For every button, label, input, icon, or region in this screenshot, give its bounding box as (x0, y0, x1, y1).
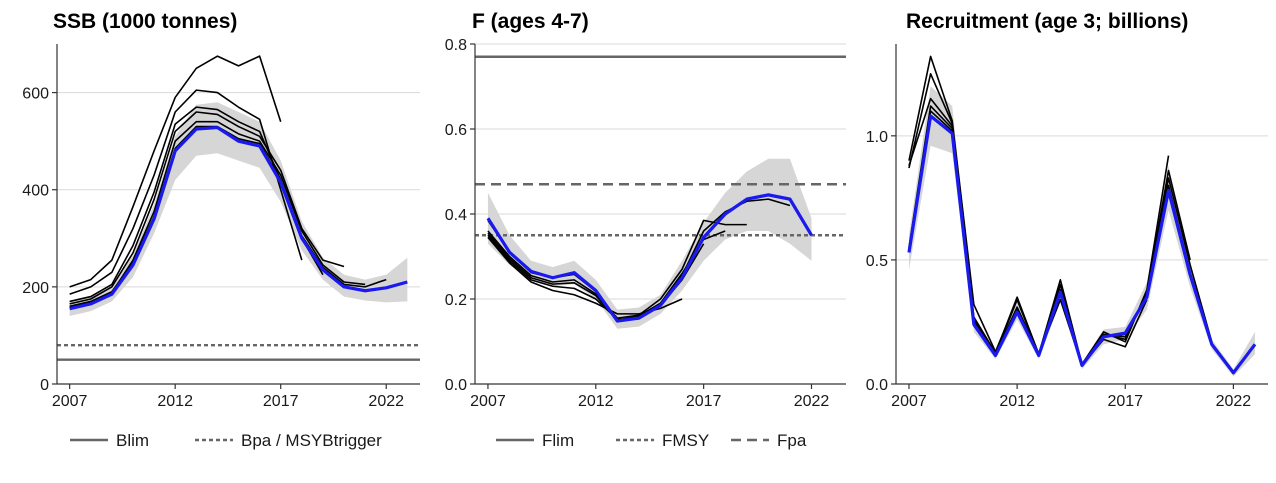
legend-label: FMSY (662, 431, 709, 450)
retrospective-line (487, 219, 747, 319)
y-tick-label: 0.0 (866, 377, 888, 394)
chart-title: Recruitment (age 3; billions) (906, 10, 1188, 33)
legend-label: Blim (116, 431, 149, 450)
legend-label: Flim (542, 431, 574, 450)
legend-1: Blim Bpa / MSYBtrigger (70, 431, 382, 450)
y-tick-label: 0.8 (445, 37, 467, 54)
x-tick-label: 2007 (470, 393, 506, 410)
current-assessment-line (907, 114, 1257, 375)
x-tick-label: 2022 (794, 393, 830, 410)
current-assessment-line (69, 125, 408, 311)
y-tick-label: 0.0 (445, 377, 467, 394)
y-tick-label: 200 (22, 280, 49, 297)
confidence-band (487, 158, 812, 329)
legend-2: Flim FMSY Fpa (496, 431, 807, 450)
y-tick-label: 600 (22, 86, 49, 103)
x-tick-label: 2022 (368, 393, 404, 410)
chart-panel-2: F (ages 4-7) 0.0 0.2 0.4 0.6 0.8 2007 2012 2017 2… (445, 10, 846, 410)
confidence-band (69, 102, 408, 316)
retrospective-line (69, 111, 345, 305)
chart-title: F (ages 4-7) (472, 10, 589, 33)
x-tick-label: 2022 (1216, 393, 1252, 410)
confidence-band (908, 86, 1256, 377)
current-assessment-line (486, 193, 813, 323)
y-tick-label: 0 (40, 377, 49, 394)
y-tick-label: 0.2 (445, 292, 467, 309)
x-tick-label: 2007 (52, 393, 88, 410)
x-tick-label: 2012 (578, 393, 614, 410)
chart-panel-3: Recruitment (age 3; billions) 0.0 0.5 1.0 20… (866, 10, 1268, 410)
retrospective-line (69, 89, 303, 295)
y-tick-label: 1.0 (866, 129, 888, 146)
x-tick-label: 2007 (891, 393, 927, 410)
y-tick-label: 0.5 (866, 253, 888, 270)
retrospective-line (69, 55, 282, 288)
retrospective-line (908, 55, 1148, 367)
legend-label: Bpa / MSYBtrigger (241, 431, 382, 450)
x-tick-label: 2017 (263, 393, 299, 410)
retrospective-line (487, 234, 705, 321)
x-tick-label: 2012 (999, 393, 1035, 410)
chart-panel-1: SSB (1000 tonnes) 0 200 400 600 2007 2012 2017 2… (22, 10, 420, 410)
y-tick-label: 0.6 (445, 122, 467, 139)
chart-title: SSB (1000 tonnes) (53, 10, 237, 33)
x-tick-label: 2017 (686, 393, 722, 410)
y-tick-label: 400 (22, 183, 49, 200)
legend-label: Fpa (777, 431, 807, 450)
x-tick-label: 2012 (157, 393, 193, 410)
y-tick-label: 0.4 (445, 207, 467, 224)
x-tick-label: 2017 (1107, 393, 1143, 410)
